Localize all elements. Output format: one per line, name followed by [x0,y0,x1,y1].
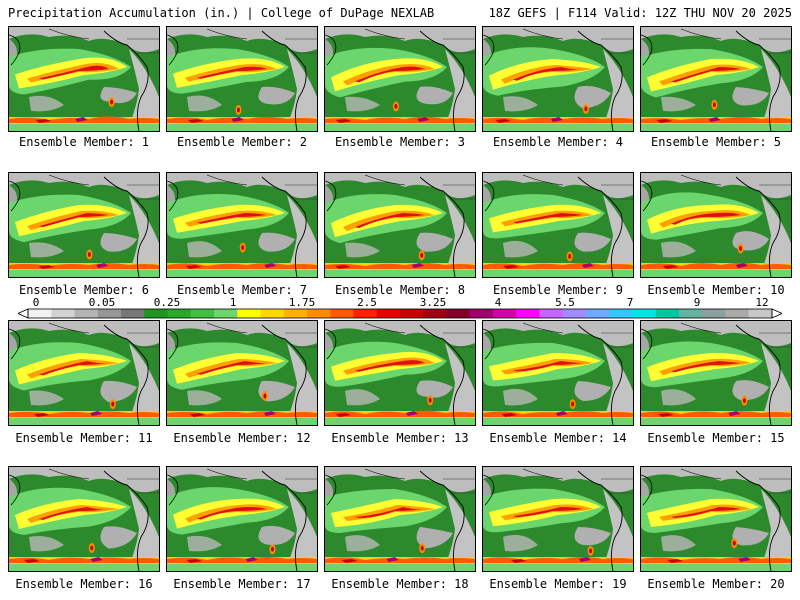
member-panel-1 [8,26,160,132]
member-panel-6 [8,172,160,278]
member-label-12: Ensemble Member: 12 [173,431,311,445]
valid-time: 18Z GEFS | F114 Valid: 12Z THU NOV 20 20… [488,6,792,20]
colorbar-tick-label: 9 [693,296,701,309]
member-label-5: Ensemble Member: 5 [650,135,782,149]
colorbar-swatch [655,309,680,318]
member-label-1: Ensemble Member: 1 [18,135,150,149]
colorbar-left-arrow [18,308,29,319]
member-label-7: Ensemble Member: 7 [176,283,308,297]
colorbar-swatch [283,309,308,318]
member-panel-19 [482,466,634,572]
colorbar-tick-label: 2.5 [357,296,377,309]
member-label-4: Ensemble Member: 4 [492,135,624,149]
colorbar-swatch [121,309,145,318]
member-panel-8 [324,172,476,278]
member-panel-7 [166,172,318,278]
member-label-11: Ensemble Member: 11 [15,431,153,445]
member-panel-13 [324,320,476,426]
member-label-16: Ensemble Member: 16 [15,577,153,591]
colorbar-swatch [28,309,52,318]
colorbar-swatch [400,309,424,318]
member-panel-12 [166,320,318,426]
colorbar-tick-label: 0.05 [88,296,116,309]
colorbar-swatch [562,309,587,318]
member-label-13: Ensemble Member: 13 [331,431,469,445]
colorbar-right-arrow [771,308,782,319]
colorbar-swatch [144,309,168,318]
colorbar-tick-label: 1.75 [288,296,316,309]
colorbar-swatch [446,309,471,318]
colorbar-swatch [190,309,215,318]
member-panel-15 [640,320,792,426]
colorbar-swatch [353,309,378,318]
colorbar [18,308,782,319]
colorbar-swatch [167,309,192,318]
colorbar-swatch [423,309,447,318]
colorbar-tick-label: 12 [755,296,769,309]
member-panel-18 [324,466,476,572]
member-label-14: Ensemble Member: 14 [489,431,627,445]
colorbar-outline [27,308,773,319]
member-panel-3 [324,26,476,132]
colorbar-swatch [237,309,261,318]
member-label-6: Ensemble Member: 6 [18,283,150,297]
colorbar-swatch [539,309,564,318]
colorbar-swatch [725,309,750,318]
member-panel-11 [8,320,160,426]
member-label-15: Ensemble Member: 15 [647,431,785,445]
colorbar-swatch [632,309,657,318]
colorbar-swatch [74,309,99,318]
member-label-8: Ensemble Member: 8 [334,283,466,297]
colorbar-swatch [51,309,75,318]
colorbar-swatch [679,309,703,318]
member-panel-16 [8,466,160,572]
colorbar-tick-label: 5.5 [555,296,575,309]
colorbar-tick-label: 3.25 [419,296,447,309]
colorbar-swatch [516,309,540,318]
colorbar-swatch [469,309,494,318]
member-panel-17 [166,466,318,572]
colorbar-swatch [376,309,401,318]
colorbar-tick-label: 4 [494,296,502,309]
member-panel-14 [482,320,634,426]
colorbar-swatch [493,309,517,318]
colorbar-tick-label: 1 [229,296,237,309]
colorbar-swatch [260,309,285,318]
member-panel-9 [482,172,634,278]
colorbar-swatch [586,309,610,318]
member-label-10: Ensemble Member: 10 [647,283,785,297]
colorbar-swatch [702,309,726,318]
member-label-2: Ensemble Member: 2 [176,135,308,149]
member-panel-20 [640,466,792,572]
member-panel-4 [482,26,634,132]
colorbar-swatch [330,309,354,318]
member-label-19: Ensemble Member: 19 [489,577,627,591]
member-label-9: Ensemble Member: 9 [492,283,624,297]
member-label-3: Ensemble Member: 3 [334,135,466,149]
member-label-17: Ensemble Member: 17 [173,577,311,591]
colorbar-tick-label: 0 [32,296,40,309]
map-title: Precipitation Accumulation (in.) | Colle… [8,6,435,20]
colorbar-swatch [748,309,773,318]
member-panel-2 [166,26,318,132]
member-panel-10 [640,172,792,278]
colorbar-tick-label: 7 [626,296,634,309]
colorbar-tick-label: 0.25 [153,296,181,309]
colorbar-swatch [307,309,331,318]
colorbar-swatch [97,309,122,318]
member-panel-5 [640,26,792,132]
colorbar-swatch [214,309,238,318]
colorbar-swatch [609,309,633,318]
member-label-18: Ensemble Member: 18 [331,577,469,591]
member-label-20: Ensemble Member: 20 [647,577,785,591]
